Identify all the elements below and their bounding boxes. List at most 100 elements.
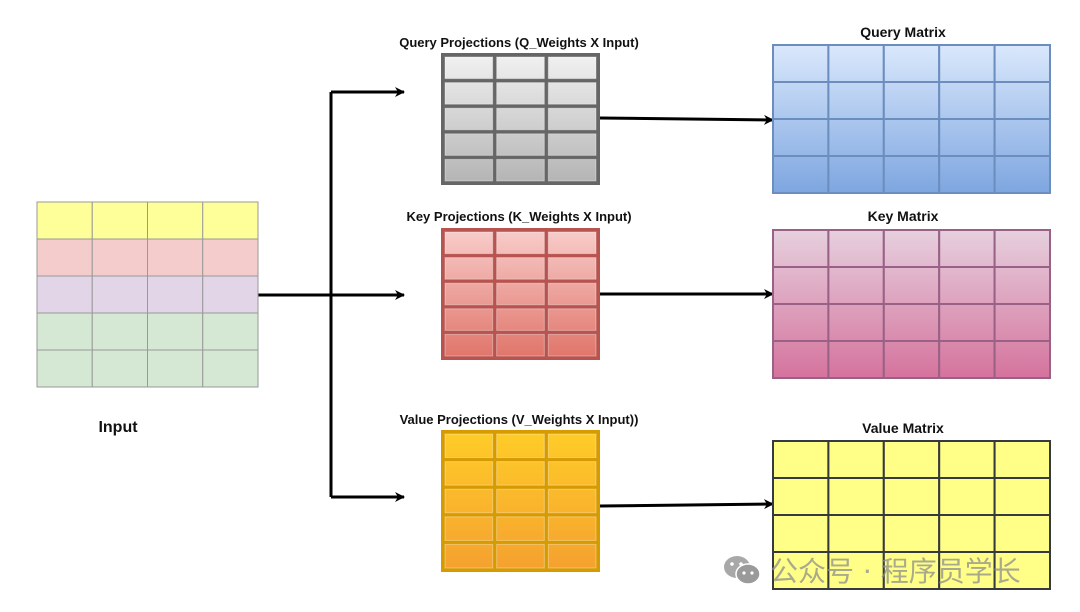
projection-cell: [496, 282, 545, 306]
matrix-cell: [938, 303, 996, 342]
matrix-cell: [993, 303, 1051, 342]
projection-cell: [444, 133, 494, 156]
matrix-cell: [993, 229, 1051, 268]
matrix-cell: [772, 477, 830, 516]
matrix-cell: [993, 477, 1051, 516]
input-cell: [36, 201, 93, 240]
matrix-cell: [993, 514, 1051, 553]
value-projection-label: Value Projections (V_Weights X Input)): [400, 412, 639, 427]
matrix-cell: [938, 477, 996, 516]
projection-cell: [444, 461, 494, 486]
wechat-icon: [724, 556, 761, 585]
matrix-cell: [993, 551, 1051, 590]
matrix-cell: [827, 155, 885, 194]
matrix-cell: [772, 118, 830, 157]
matrix-cell: [772, 440, 830, 479]
projection-cell: [496, 433, 545, 459]
projection-cell: [496, 333, 545, 357]
projection-cell: [496, 82, 545, 105]
projection-cell: [547, 107, 597, 131]
input-cell: [147, 349, 204, 388]
value-matrix: Value Matrix: [772, 420, 1051, 590]
matrix-cell: [772, 229, 830, 268]
matrix-cell: [827, 303, 885, 342]
matrix-cell: [993, 81, 1051, 120]
key-projection-label: Key Projections (K_Weights X Input): [406, 209, 631, 224]
matrix-cell: [938, 229, 996, 268]
input-cell: [147, 238, 204, 277]
matrix-cell: [827, 229, 885, 268]
watermark: 公众号 · 程序员学长: [722, 550, 1021, 590]
projection-cell: [496, 107, 545, 131]
watermark-text: 公众号 · 程序员学长: [770, 555, 1021, 588]
projection-cell: [547, 231, 597, 255]
projection-cell: [444, 433, 494, 459]
projection-cell: [547, 516, 597, 541]
query-projection: Query Projections (Q_Weights X Input): [399, 35, 639, 185]
projection-cell: [547, 158, 597, 182]
matrix-cell: [993, 44, 1051, 83]
projection-cell: [496, 461, 545, 486]
matrix-cell: [882, 514, 941, 553]
matrix-cell: [938, 81, 996, 120]
matrix-cell: [827, 477, 885, 516]
matrix-cell: [882, 477, 941, 516]
projection-cell: [547, 308, 597, 331]
value-projection: Value Projections (V_Weights X Input)): [400, 412, 639, 572]
arrow-to-value-matrix: [599, 499, 774, 510]
matrix-cell: [938, 340, 996, 379]
projection-cell: [547, 56, 597, 80]
key-matrix: Key Matrix: [772, 208, 1051, 379]
input-cell: [36, 312, 93, 351]
projection-cell: [444, 333, 494, 357]
projection-cell: [496, 133, 545, 156]
projection-cell: [547, 133, 597, 156]
input-cell: [202, 312, 259, 351]
matrix-cell: [993, 340, 1051, 379]
matrix-cell: [938, 551, 996, 590]
projection-cell: [547, 433, 597, 459]
projection-cell: [444, 516, 494, 541]
matrix-cell: [827, 340, 885, 379]
matrix-cell: [772, 340, 830, 379]
projection-cell: [444, 308, 494, 331]
input-label: Input: [98, 419, 138, 436]
matrix-cell: [882, 440, 941, 479]
projection-cell: [547, 461, 597, 486]
matrix-cell: [827, 266, 885, 305]
projection-cell: [496, 257, 545, 280]
key-matrix-label: Key Matrix: [868, 208, 939, 224]
input-cell: [202, 275, 259, 314]
projection-cell: [444, 257, 494, 280]
matrix-cell: [772, 81, 830, 120]
input-cell: [91, 349, 148, 388]
matrix-cell: [772, 303, 830, 342]
value-matrix-label: Value Matrix: [862, 420, 944, 436]
matrix-cell: [882, 118, 941, 157]
input-cell: [147, 312, 204, 351]
projection-cell: [444, 488, 494, 514]
projection-cell: [444, 231, 494, 255]
input-cell: [91, 201, 148, 240]
matrix-cell: [772, 266, 830, 305]
matrix-cell: [938, 514, 996, 553]
projection-cell: [496, 516, 545, 541]
matrix-cell: [772, 155, 830, 194]
input-cell: [91, 275, 148, 314]
matrix-cell: [827, 81, 885, 120]
projection-cell: [444, 82, 494, 105]
input-cell: [91, 238, 148, 277]
matrix-cell: [772, 44, 830, 83]
projection-cell: [547, 282, 597, 306]
matrix-cell: [882, 44, 941, 83]
projection-cell: [547, 488, 597, 514]
projection-cell: [547, 257, 597, 280]
input-cell: [36, 275, 93, 314]
input-matrix: [36, 201, 259, 388]
input-cell: [147, 201, 204, 240]
matrix-cell: [993, 440, 1051, 479]
matrix-cell: [938, 118, 996, 157]
projection-cell: [496, 158, 545, 182]
matrix-cell: [772, 514, 830, 553]
